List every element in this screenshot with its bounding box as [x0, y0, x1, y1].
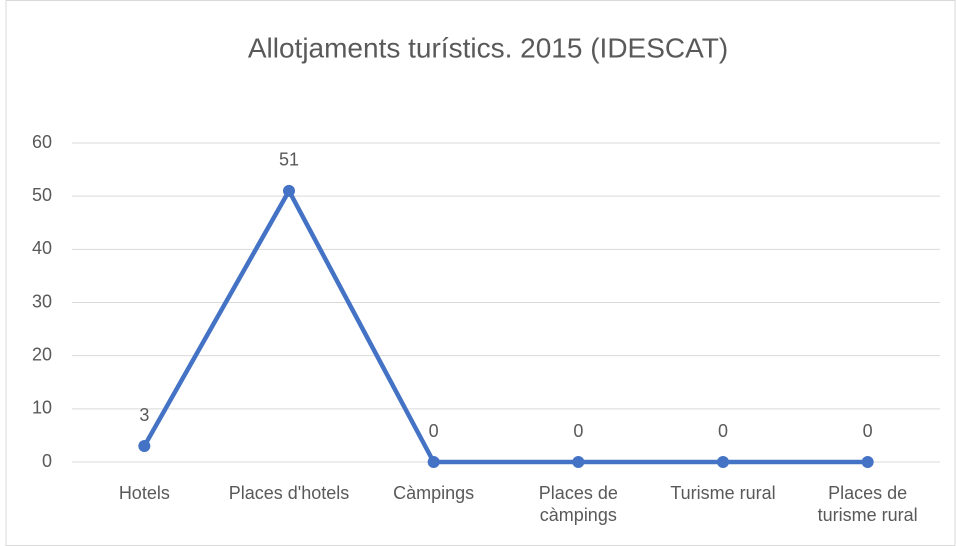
data-label: 0	[718, 421, 728, 441]
x-tick-label: Places d'hotels	[228, 483, 350, 503]
y-tick-label: 60	[32, 132, 52, 152]
point	[138, 440, 151, 453]
x-tick-label: Places de càmpings	[538, 483, 618, 525]
x-tick-label: Places de turisme rural	[817, 483, 918, 525]
point	[861, 456, 874, 468]
point	[572, 456, 585, 468]
y-tick-label: 10	[32, 398, 52, 418]
data-label: 0	[429, 421, 439, 441]
y-tick-label: 30	[32, 291, 52, 311]
point	[427, 456, 440, 468]
y-tick-label: 50	[32, 185, 52, 205]
data-label: 51	[279, 150, 299, 170]
x-tick-label: Hotels	[118, 483, 170, 503]
point	[283, 184, 295, 197]
y-tick-label: 40	[32, 238, 52, 258]
line	[142, 188, 868, 465]
chart-title: Allotjaments turístics. 2015 (IDESCAT)	[248, 32, 728, 63]
y-tick-label: 0	[42, 451, 52, 471]
data-label: 0	[863, 421, 873, 441]
data-label: 0	[573, 421, 583, 441]
y-tick-label: 20	[32, 344, 52, 364]
point	[717, 456, 729, 468]
chart-frame	[5, 0, 956, 546]
data-label: 3	[139, 405, 149, 425]
x-tick-label: Càmpings	[393, 483, 475, 503]
x-tick-label: Turisme rural	[670, 483, 776, 503]
